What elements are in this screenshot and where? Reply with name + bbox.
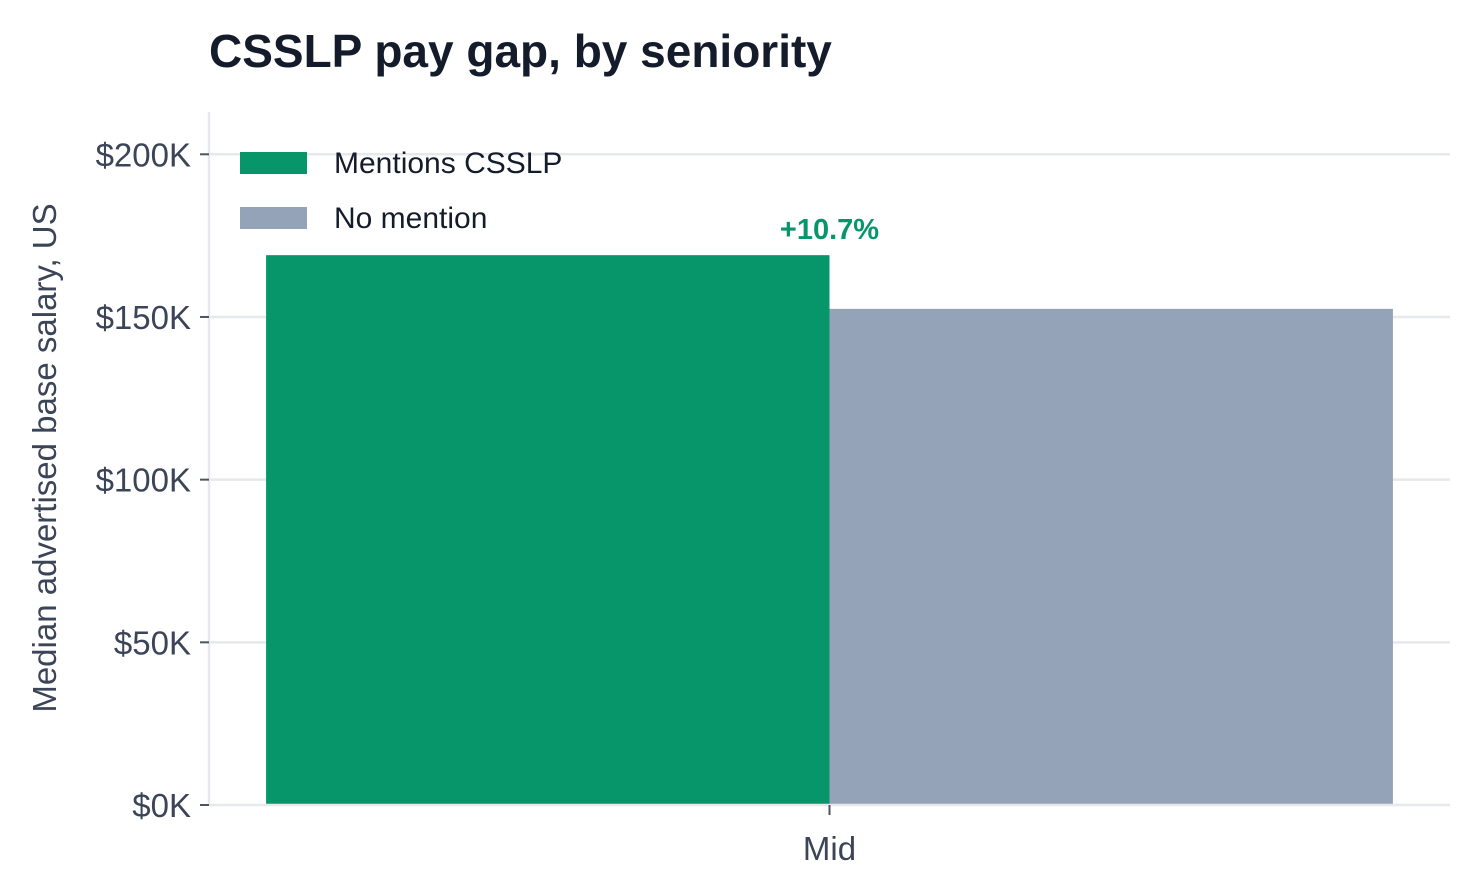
annotations: +10.7%: [780, 214, 879, 246]
y-axis-ticks: $0K $50K $100K $150K $200K: [96, 136, 209, 824]
legend-label: No mention: [334, 202, 487, 235]
legend: Mentions CSSLP No mention: [240, 147, 562, 235]
x-tick-label: Mid: [803, 830, 856, 867]
chart-title: CSSLP pay gap, by seniority: [209, 25, 832, 77]
legend-label: Mentions CSSLP: [334, 147, 562, 180]
y-axis-label: Median advertised base salary, US: [26, 203, 63, 712]
bar-mentions-csslp: [266, 255, 830, 806]
legend-swatch: [240, 152, 307, 174]
x-axis-ticks: Mid: [803, 805, 856, 867]
y-tick-label: $0K: [132, 787, 191, 824]
bars: [266, 255, 1393, 806]
y-tick-label: $200K: [96, 136, 191, 173]
y-tick-label: $100K: [96, 462, 191, 499]
legend-swatch: [240, 207, 307, 229]
bar-no-mention: [829, 308, 1393, 805]
gap-annotation: +10.7%: [780, 214, 879, 246]
y-tick-label: $150K: [96, 299, 191, 336]
y-tick-label: $50K: [114, 624, 191, 661]
